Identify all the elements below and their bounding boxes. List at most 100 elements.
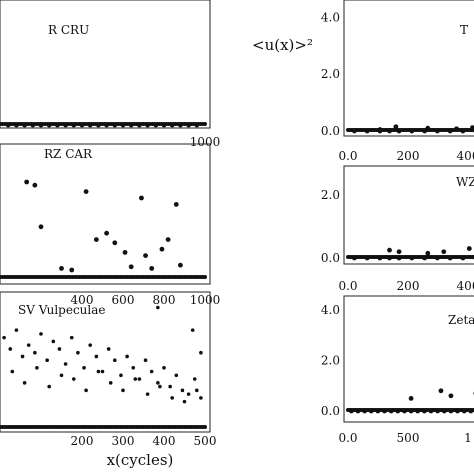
data-point: [396, 255, 402, 261]
data-point: [137, 122, 142, 128]
x-tick-label: 1: [464, 431, 472, 445]
data-point: [165, 237, 171, 243]
data-point: [51, 339, 56, 344]
data-point: [57, 347, 62, 351]
data-point: [2, 335, 6, 340]
y-tick-label: 2.0: [321, 354, 340, 368]
data-point: [112, 122, 118, 128]
panel-sv-vulpeculae: SV Vulpeculae 200 300 400 500 x(cycles): [0, 291, 217, 469]
x-tick-label: 0.0: [338, 149, 357, 163]
data-point: [387, 255, 392, 261]
data-point: [174, 373, 179, 378]
data-point: [26, 343, 31, 347]
data-point: [159, 246, 165, 252]
data-point: [139, 195, 144, 201]
panel-rzcar-title: RZ CAR: [44, 147, 93, 161]
data-point: [382, 408, 387, 414]
y-tick-label: 0.0: [321, 124, 340, 138]
data-point: [362, 408, 367, 414]
panel-zeta: Zeta 0.0 500 1 0.0 2.0 4.0: [321, 295, 474, 445]
data-point: [428, 408, 434, 414]
data-point: [355, 408, 361, 414]
panel-wz-title: WZ: [456, 175, 474, 189]
data-point: [162, 365, 166, 370]
data-point: [55, 122, 60, 128]
data-point: [122, 250, 128, 255]
data-point: [35, 365, 39, 370]
data-point: [161, 122, 167, 128]
data-point: [93, 237, 99, 243]
x-tick-label: 0.0: [338, 279, 357, 293]
data-point: [173, 202, 179, 207]
data-point: [447, 128, 453, 134]
y-tick-label: 0.0: [321, 251, 340, 265]
data-point: [461, 408, 467, 414]
x-tick-label: 200: [397, 149, 420, 163]
x-tick-label: 400: [457, 279, 474, 293]
data-point: [104, 230, 109, 236]
data-point: [82, 365, 86, 370]
data-point: [100, 369, 105, 374]
data-point: [112, 240, 118, 246]
data-point: [409, 128, 415, 134]
data-point: [470, 125, 474, 130]
data-point: [190, 328, 195, 332]
data-point: [104, 122, 109, 128]
data-point: [377, 127, 383, 132]
data-point: [460, 128, 466, 134]
panel-zeta-title: Zeta: [448, 313, 474, 327]
x-tick-label: 0.0: [338, 431, 357, 445]
data-point: [425, 250, 431, 256]
data-point: [454, 126, 459, 132]
x-tick-label: 300: [112, 434, 135, 448]
data-point: [158, 384, 162, 389]
y-tick-label: 2.0: [321, 188, 340, 202]
data-point: [8, 347, 13, 351]
data-point: [422, 255, 428, 261]
panel-t: T 0.0 200 400 0.0 2.0 4.0: [321, 0, 474, 163]
data-point: [143, 358, 148, 363]
data-point: [421, 408, 427, 414]
data-point: [395, 408, 401, 414]
data-point: [145, 122, 151, 128]
x-tick-label: 1000: [190, 135, 221, 149]
data-point: [466, 246, 472, 251]
x-tick-label: 400: [71, 293, 94, 307]
data-point: [170, 396, 174, 400]
data-point: [408, 395, 414, 401]
data-point: [415, 408, 421, 414]
data-point: [96, 369, 101, 374]
x-tick-label: 600: [112, 293, 135, 307]
data-point: [364, 255, 370, 261]
data-point: [32, 182, 38, 188]
data-point: [47, 384, 51, 389]
x-axis-label: x(cycles): [107, 451, 174, 469]
data-point: [178, 122, 183, 128]
data-point: [434, 128, 440, 134]
data-point: [87, 122, 93, 128]
data-point: [182, 399, 187, 404]
data-point: [393, 124, 399, 130]
data-point: [156, 381, 160, 385]
data-point: [125, 354, 129, 359]
data-point: [72, 377, 76, 381]
data-point: [441, 249, 447, 255]
data-point: [39, 332, 43, 336]
data-point: [145, 392, 150, 396]
x-tick-label: 500: [194, 434, 217, 448]
data-point: [348, 408, 354, 414]
data-point: [76, 350, 80, 355]
data-point: [377, 255, 383, 261]
baseline-point: [203, 425, 207, 429]
data-point: [186, 392, 191, 396]
panel-wz: WZ 0.0 200 400 0.0 2.0: [321, 165, 474, 293]
data-point: [10, 369, 15, 374]
data-point: [447, 255, 453, 261]
x-tick-label: 400: [457, 149, 474, 163]
x-tick-label: 500: [397, 431, 420, 445]
data-point: [128, 264, 134, 270]
data-point: [194, 122, 200, 128]
data-point: [94, 354, 99, 359]
y-tick-label: 2.0: [321, 67, 340, 81]
data-point: [149, 266, 155, 271]
